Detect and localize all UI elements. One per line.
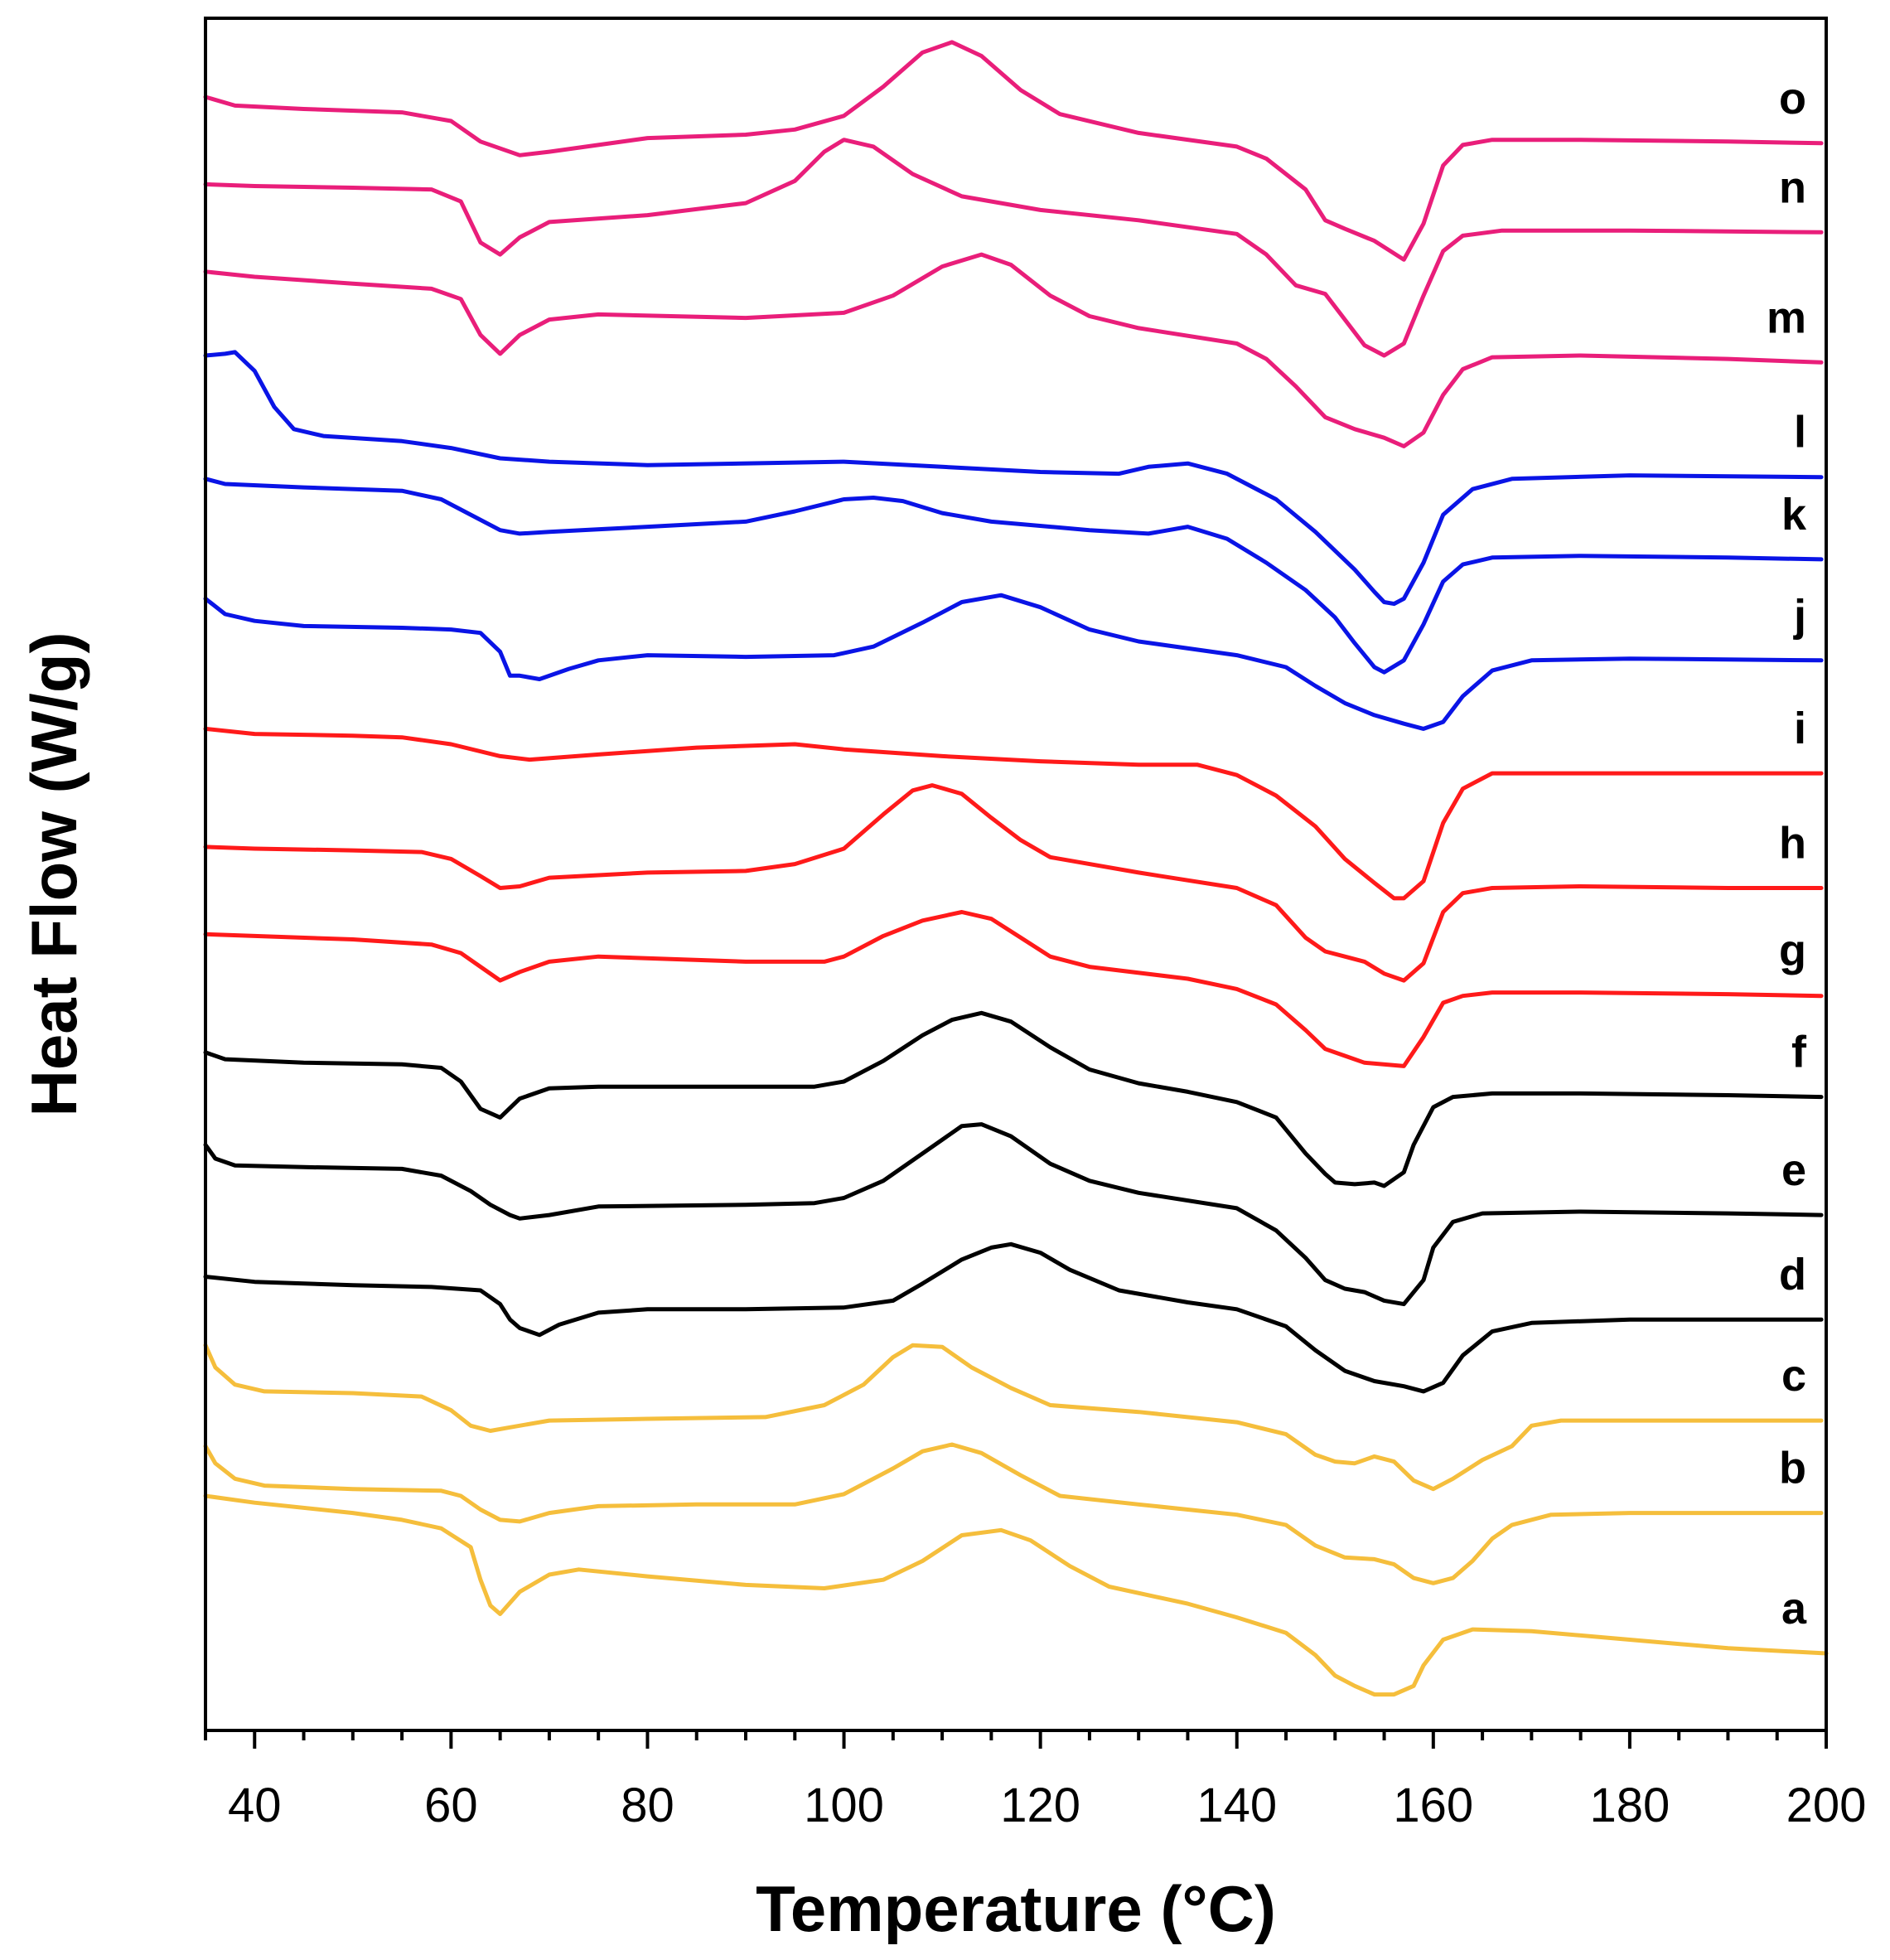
curve-j <box>203 593 1824 731</box>
curve-o <box>203 40 1824 262</box>
x-tick-label: 80 <box>621 1779 674 1832</box>
curve-h <box>203 783 1824 983</box>
curve-f <box>203 1010 1824 1188</box>
curve-label-i: i <box>1794 704 1806 753</box>
curve-label-b: b <box>1779 1444 1806 1493</box>
x-tick-label: 180 <box>1590 1779 1670 1832</box>
curve-label-e: e <box>1781 1145 1806 1195</box>
curve-label-group: on m lk j i h g f e d cb a <box>1767 74 1807 1633</box>
curve-i <box>203 726 1824 901</box>
curve-label-a: a <box>1781 1584 1807 1633</box>
x-tick-label: 160 <box>1393 1779 1473 1832</box>
x-tick-label: 200 <box>1786 1779 1867 1832</box>
curve-e <box>203 1122 1824 1307</box>
x-tick-label: 100 <box>804 1779 884 1832</box>
curve-label-f: f <box>1791 1028 1807 1077</box>
x-tick-label: 140 <box>1196 1779 1277 1832</box>
curve-m <box>203 252 1824 448</box>
curve-g <box>203 910 1824 1068</box>
curve-c <box>203 1343 1824 1492</box>
curve-label-m: m <box>1767 293 1806 342</box>
curve-b <box>203 1442 1824 1585</box>
curve-label-h: h <box>1779 819 1806 869</box>
curve-d <box>203 1241 1824 1394</box>
curve-label-n: n <box>1779 162 1806 212</box>
x-axis-title: Temperature (°C) <box>756 1872 1276 1945</box>
curve-k <box>203 477 1824 675</box>
curve-label-o: o <box>1779 74 1806 123</box>
curve-l <box>203 350 1824 607</box>
x-tick-label: 120 <box>1000 1779 1080 1832</box>
y-axis-title: Heat Flow (W/g) <box>17 632 90 1117</box>
curve-label-c: c <box>1781 1351 1806 1401</box>
curve-label-l: l <box>1794 408 1806 457</box>
x-axis: 40 60 80 100 120 140 160 180 200 <box>204 1730 1867 1832</box>
curve-group <box>203 40 1829 1697</box>
curve-label-k: k <box>1781 490 1807 540</box>
curve-label-g: g <box>1779 927 1806 976</box>
x-tick-label: 60 <box>424 1779 478 1832</box>
curve-a <box>203 1493 1829 1697</box>
plot-frame <box>204 17 1828 1732</box>
x-tick-label: 40 <box>228 1779 282 1832</box>
curve-n <box>203 138 1824 358</box>
curve-label-j: j <box>1793 591 1806 641</box>
curve-label-d: d <box>1779 1250 1806 1299</box>
